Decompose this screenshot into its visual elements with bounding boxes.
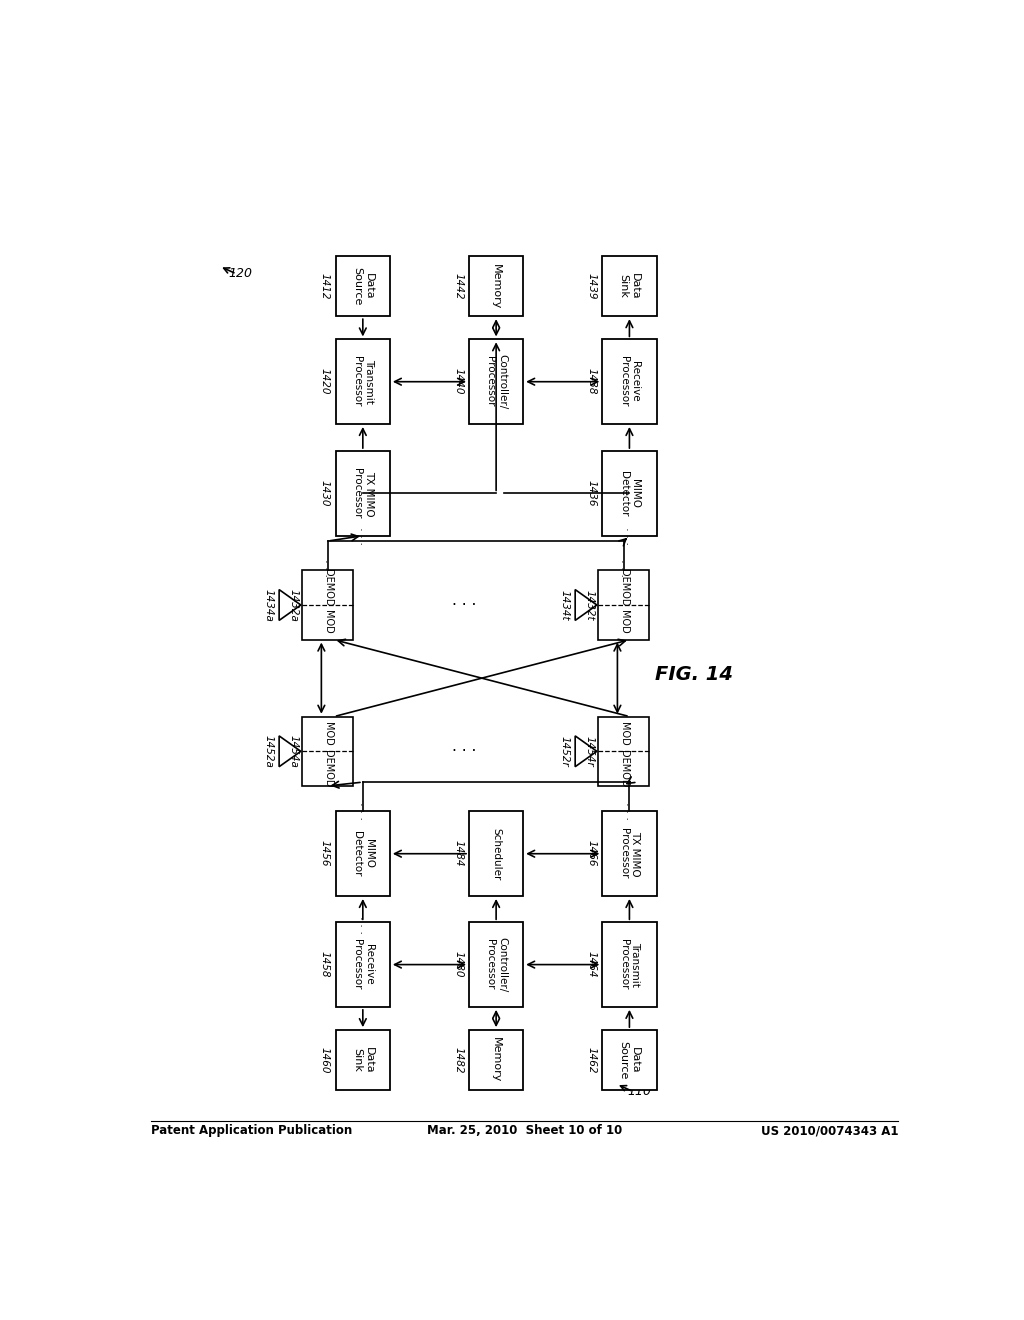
Text: 1432a: 1432a bbox=[288, 589, 298, 622]
Bar bbox=[336, 1030, 390, 1090]
Text: 1484: 1484 bbox=[454, 841, 463, 867]
Text: MOD: MOD bbox=[323, 610, 333, 634]
Text: · · ·: · · · bbox=[357, 527, 368, 545]
Bar bbox=[469, 812, 523, 896]
Bar bbox=[469, 339, 523, 424]
Text: · · ·: · · · bbox=[357, 803, 368, 820]
Text: 1464: 1464 bbox=[587, 952, 596, 978]
Text: 1434a: 1434a bbox=[263, 589, 273, 622]
Bar bbox=[469, 256, 523, 317]
Bar bbox=[336, 339, 390, 424]
Text: 1438: 1438 bbox=[587, 368, 596, 395]
Bar bbox=[469, 923, 523, 1007]
Text: 120: 120 bbox=[228, 268, 253, 280]
Text: Data
Sink: Data Sink bbox=[618, 273, 640, 300]
Text: 1412: 1412 bbox=[319, 273, 330, 300]
Text: 1452a: 1452a bbox=[263, 735, 273, 768]
Bar bbox=[302, 717, 352, 785]
Text: Transmit
Processor: Transmit Processor bbox=[618, 940, 640, 990]
Bar bbox=[302, 570, 352, 640]
Text: MIMO
Detector: MIMO Detector bbox=[618, 471, 640, 516]
Bar bbox=[598, 570, 649, 640]
Text: 1460: 1460 bbox=[319, 1047, 330, 1073]
Text: 1440: 1440 bbox=[454, 368, 463, 395]
Bar bbox=[602, 923, 656, 1007]
Text: · · ·: · · · bbox=[618, 560, 629, 577]
Text: 1436: 1436 bbox=[587, 480, 596, 507]
Bar bbox=[336, 812, 390, 896]
Text: Data
Source: Data Source bbox=[618, 1041, 640, 1080]
Bar bbox=[602, 256, 656, 317]
Text: 1454a: 1454a bbox=[288, 735, 298, 768]
Text: MOD: MOD bbox=[618, 610, 629, 634]
Text: 1420: 1420 bbox=[319, 368, 330, 395]
Text: · · ·: · · · bbox=[625, 803, 635, 820]
Bar bbox=[336, 923, 390, 1007]
Text: MOD: MOD bbox=[323, 722, 333, 746]
Text: MIMO
Detector: MIMO Detector bbox=[352, 832, 374, 876]
Text: · · ·: · · · bbox=[625, 527, 635, 545]
Text: Scheduler: Scheduler bbox=[492, 828, 501, 880]
Text: DEMOD: DEMOD bbox=[323, 569, 333, 606]
Bar bbox=[336, 256, 390, 317]
Text: Receive
Processor: Receive Processor bbox=[352, 940, 374, 990]
Text: Receive
Processor: Receive Processor bbox=[618, 356, 640, 407]
Text: 1442: 1442 bbox=[454, 273, 463, 300]
Text: DEMOD: DEMOD bbox=[323, 750, 333, 787]
Text: 1439: 1439 bbox=[587, 273, 596, 300]
Bar bbox=[602, 1030, 656, 1090]
Text: · · ·: · · · bbox=[452, 598, 476, 612]
Text: DEMOD: DEMOD bbox=[618, 750, 629, 787]
Text: Memory: Memory bbox=[492, 1038, 501, 1082]
Text: Controller/
Processor: Controller/ Processor bbox=[485, 354, 507, 409]
Text: 1452r: 1452r bbox=[559, 737, 569, 767]
Text: Patent Application Publication: Patent Application Publication bbox=[152, 1125, 352, 1138]
Text: Mar. 25, 2010  Sheet 10 of 10: Mar. 25, 2010 Sheet 10 of 10 bbox=[427, 1125, 623, 1138]
Text: 1466: 1466 bbox=[587, 841, 596, 867]
Text: 1458: 1458 bbox=[319, 952, 330, 978]
Text: 110: 110 bbox=[628, 1085, 652, 1098]
Bar bbox=[469, 1030, 523, 1090]
Bar bbox=[602, 451, 656, 536]
Text: 1482: 1482 bbox=[454, 1047, 463, 1073]
Text: Data
Sink: Data Sink bbox=[352, 1047, 374, 1073]
Text: 1432t: 1432t bbox=[584, 590, 594, 620]
Text: 1462: 1462 bbox=[587, 1047, 596, 1073]
Text: Transmit
Processor: Transmit Processor bbox=[352, 356, 374, 407]
Text: · · ·: · · · bbox=[357, 916, 368, 935]
Text: · · ·: · · · bbox=[452, 743, 476, 759]
Bar bbox=[602, 812, 656, 896]
Bar bbox=[336, 451, 390, 536]
Text: Data
Source: Data Source bbox=[352, 267, 374, 305]
Text: DEMOD: DEMOD bbox=[618, 569, 629, 606]
Text: 1430: 1430 bbox=[319, 480, 330, 507]
Text: TX MIMO
Processor: TX MIMO Processor bbox=[618, 829, 640, 879]
Text: US 2010/0074343 A1: US 2010/0074343 A1 bbox=[761, 1125, 898, 1138]
Text: 1454r: 1454r bbox=[584, 737, 594, 767]
Text: FIG. 14: FIG. 14 bbox=[654, 665, 733, 684]
Text: TX MIMO
Processor: TX MIMO Processor bbox=[352, 469, 374, 519]
Text: Memory: Memory bbox=[492, 264, 501, 309]
Bar bbox=[602, 339, 656, 424]
Text: MOD: MOD bbox=[618, 722, 629, 746]
Bar bbox=[598, 717, 649, 785]
Text: · · ·: · · · bbox=[323, 560, 333, 577]
Text: 1480: 1480 bbox=[454, 952, 463, 978]
Text: 1434t: 1434t bbox=[559, 590, 569, 620]
Text: Controller/
Processor: Controller/ Processor bbox=[485, 937, 507, 993]
Text: 1456: 1456 bbox=[319, 841, 330, 867]
